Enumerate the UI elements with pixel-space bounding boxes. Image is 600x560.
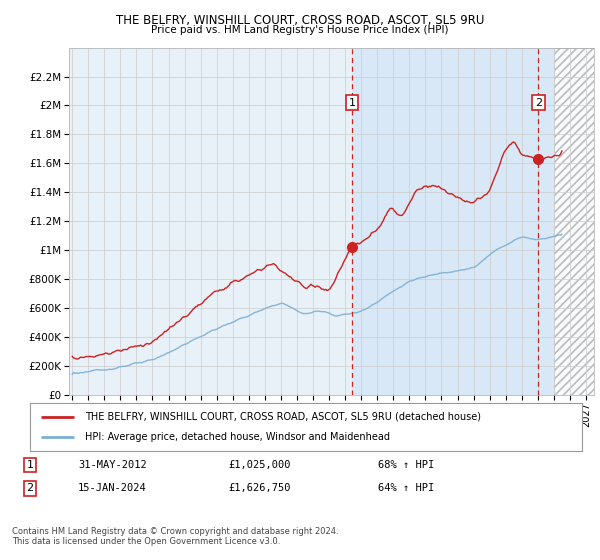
- Text: £1,025,000: £1,025,000: [228, 460, 290, 470]
- Bar: [352, 48, 554, 395]
- Text: Price paid vs. HM Land Registry's House Price Index (HPI): Price paid vs. HM Land Registry's House …: [151, 25, 449, 35]
- Text: 31-MAY-2012: 31-MAY-2012: [78, 460, 147, 470]
- Text: Contains HM Land Registry data © Crown copyright and database right 2024.
This d: Contains HM Land Registry data © Crown c…: [12, 526, 338, 546]
- Bar: [554, 48, 594, 395]
- Text: 1: 1: [26, 460, 34, 470]
- Text: 1: 1: [349, 97, 355, 108]
- Text: 2: 2: [26, 483, 34, 493]
- Text: £1,626,750: £1,626,750: [228, 483, 290, 493]
- Text: 2: 2: [535, 97, 542, 108]
- Text: 15-JAN-2024: 15-JAN-2024: [78, 483, 147, 493]
- Text: HPI: Average price, detached house, Windsor and Maidenhead: HPI: Average price, detached house, Wind…: [85, 432, 390, 442]
- Text: THE BELFRY, WINSHILL COURT, CROSS ROAD, ASCOT, SL5 9RU (detached house): THE BELFRY, WINSHILL COURT, CROSS ROAD, …: [85, 412, 481, 422]
- Bar: [554, 48, 594, 395]
- Text: THE BELFRY, WINSHILL COURT, CROSS ROAD, ASCOT, SL5 9RU: THE BELFRY, WINSHILL COURT, CROSS ROAD, …: [116, 14, 484, 27]
- Text: 68% ↑ HPI: 68% ↑ HPI: [378, 460, 434, 470]
- Text: 64% ↑ HPI: 64% ↑ HPI: [378, 483, 434, 493]
